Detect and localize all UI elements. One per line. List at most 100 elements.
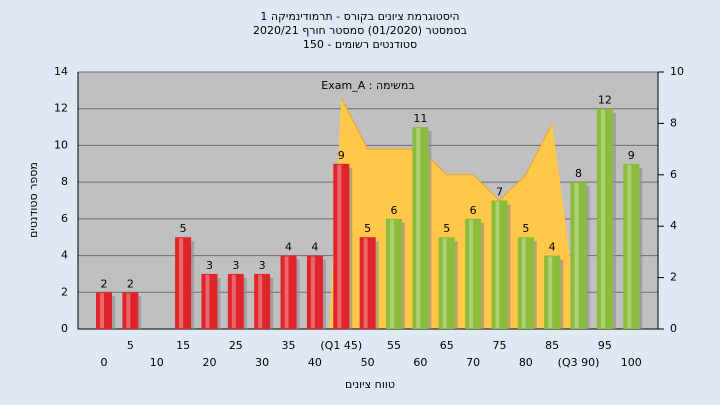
bar <box>175 237 192 329</box>
bar-shine <box>495 201 500 328</box>
bar <box>517 237 534 329</box>
bar <box>386 218 402 329</box>
x-tick-label: 10 <box>150 356 164 369</box>
value-label: 7 <box>496 186 503 199</box>
y-tick-label: 8 <box>61 175 68 188</box>
bar-shine <box>390 219 394 328</box>
x-tick-label: (Q3 90) <box>558 356 600 369</box>
x-tick-label: 75 <box>492 339 506 352</box>
value-label: 4 <box>285 241 292 254</box>
bar <box>623 163 640 329</box>
x-tick-label: 50 <box>361 356 375 369</box>
x-tick-label: 0 <box>101 356 108 369</box>
bar-shine <box>574 183 579 328</box>
value-label: 9 <box>628 149 635 162</box>
x-tick-label: 40 <box>308 356 322 369</box>
bar-shine <box>284 256 289 328</box>
value-label: 4 <box>549 241 556 254</box>
bar-shine <box>442 238 447 328</box>
value-label: 5 <box>180 222 187 235</box>
bar <box>201 273 218 329</box>
value-label: 11 <box>413 112 427 125</box>
bar <box>122 292 139 329</box>
y2-tick-label: 8 <box>670 116 677 129</box>
bar <box>227 273 244 329</box>
annotation: Exam_A : במשימה <box>321 79 414 92</box>
x-tick-label: 60 <box>413 356 427 369</box>
bar-shine <box>363 238 368 328</box>
y-axis-label: מספר סטודנטים <box>27 162 40 238</box>
x-tick-label: 55 <box>387 339 401 352</box>
value-label: 3 <box>259 259 266 272</box>
x-tick-label: 15 <box>176 339 190 352</box>
bar-shine <box>469 219 474 328</box>
x-tick-label: 80 <box>519 356 533 369</box>
x-axis-label: טווח ציונים <box>345 378 395 391</box>
bar <box>465 218 482 329</box>
bar-shine <box>600 109 605 328</box>
value-label: 9 <box>338 149 345 162</box>
bar-shine <box>548 256 553 328</box>
bar-shine <box>627 164 632 328</box>
bar-shine <box>310 256 315 328</box>
value-label: 2 <box>127 277 134 290</box>
value-label: 3 <box>206 259 213 272</box>
bar <box>570 182 587 329</box>
y-tick-label: 6 <box>61 212 68 225</box>
x-tick-label: 35 <box>282 339 296 352</box>
y2-tick-label: 0 <box>670 322 677 335</box>
x-tick-label: 95 <box>598 339 612 352</box>
bar <box>254 273 271 329</box>
bar-shine <box>231 274 236 328</box>
bar-shine <box>205 274 210 328</box>
bar <box>596 108 613 329</box>
bar <box>438 237 455 329</box>
bar-shine <box>100 293 104 328</box>
y-tick-label: 4 <box>61 249 68 262</box>
bar-shine <box>258 274 263 328</box>
bar <box>412 127 429 329</box>
y2-tick-label: 2 <box>670 271 677 284</box>
x-tick-label: 20 <box>202 356 216 369</box>
x-tick-label: (Q1 45) <box>320 339 362 352</box>
bar <box>280 255 297 329</box>
bar-shine <box>179 238 184 328</box>
value-label: 4 <box>311 241 318 254</box>
x-tick-label: 25 <box>229 339 243 352</box>
chart-subtitle: בסמסטר (01/2020) סמסטר חורף 2020/21 <box>253 24 467 37</box>
bar <box>544 255 561 329</box>
x-tick-label: 100 <box>621 356 642 369</box>
value-label: 5 <box>364 222 371 235</box>
bar <box>333 163 350 329</box>
x-tick-label: 70 <box>466 356 480 369</box>
y2-tick-label: 6 <box>670 168 677 181</box>
bar <box>96 292 112 329</box>
bar-shine <box>521 238 526 328</box>
chart-subtitle: סטודנטים רשומים - 150 <box>303 38 417 51</box>
y-tick-label: 0 <box>61 322 68 335</box>
bar <box>359 237 376 329</box>
bar-shine <box>416 128 421 328</box>
bar-shine <box>337 164 342 328</box>
y-tick-label: 14 <box>54 65 68 78</box>
x-tick-label: 85 <box>545 339 559 352</box>
bar-shine <box>126 293 131 328</box>
y-tick-label: 10 <box>54 138 68 151</box>
value-label: 5 <box>522 222 529 235</box>
chart-title: היסטוגרמת ציונים בקורס - תרמודינמיקה 1 <box>260 10 459 23</box>
y2-tick-label: 10 <box>670 65 684 78</box>
bar <box>306 255 323 329</box>
value-label: 3 <box>232 259 239 272</box>
area-line <box>340 97 553 202</box>
y2-tick-label: 4 <box>670 219 677 232</box>
x-tick-label: 5 <box>127 339 134 352</box>
x-tick-label: 30 <box>255 356 269 369</box>
y-tick-label: 2 <box>61 285 68 298</box>
value-label: 6 <box>391 204 398 217</box>
value-label: 8 <box>575 167 582 180</box>
x-tick-label: 65 <box>440 339 454 352</box>
value-label: 6 <box>470 204 477 217</box>
y-tick-label: 12 <box>54 102 68 115</box>
value-label: 2 <box>101 277 108 290</box>
